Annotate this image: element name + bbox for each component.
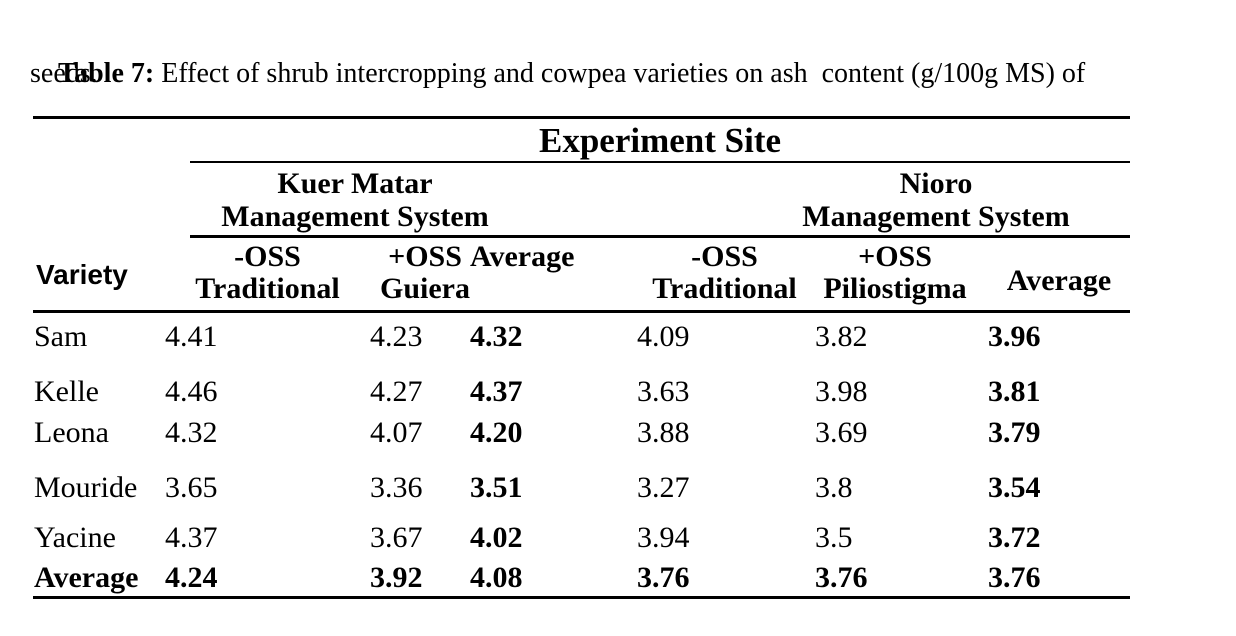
table-cell: 4.32: [165, 416, 218, 449]
table-cell: 4.46: [165, 375, 218, 408]
table-cell: 4.27: [370, 375, 423, 408]
table-cell-average: 3.72: [988, 521, 1041, 554]
col-header-site2-minus-oss-line1: -OSS: [691, 240, 758, 273]
table-cell-average: 4.08: [470, 561, 523, 594]
table-cell: 3.63: [637, 375, 690, 408]
table-bottom-rule: [33, 596, 1130, 599]
site2-name: Nioro: [899, 167, 973, 200]
table-cell: 3.8: [815, 471, 853, 504]
site-group-nioro: Nioro Management System: [756, 167, 1116, 233]
table-cell: 3.36: [370, 471, 423, 504]
col-header-site1-plus-oss-line2: Guiera: [380, 272, 470, 305]
table-cell-average: 4.32: [470, 320, 523, 353]
site-group-kuer-matar: Kuer Matar Management System: [190, 167, 520, 233]
rule-under-experiment-site: [190, 161, 1130, 163]
table-cell-average: 3.51: [470, 471, 523, 504]
table-cell-average: 3.92: [370, 561, 423, 594]
table-cell: 4.37: [165, 521, 218, 554]
table-cell-average: 3.76: [988, 561, 1041, 594]
table-cell-average: 4.20: [470, 416, 523, 449]
col-header-site2-plus-oss: +OSS Piliostigma: [810, 241, 980, 305]
row-label-average: Average: [34, 561, 139, 594]
table-top-rule: [33, 116, 1130, 119]
col-header-variety: Variety: [36, 259, 128, 290]
table-cell-average: 3.76: [815, 561, 868, 594]
row-label-yacine: Yacine: [34, 521, 116, 554]
table-cell: 4.09: [637, 320, 690, 353]
table-cell: 3.94: [637, 521, 690, 554]
table-cell-average: 3.76: [637, 561, 690, 594]
table-cell-average: 4.37: [470, 375, 523, 408]
rule-under-column-headers: [33, 310, 1130, 313]
site2-system: Management System: [802, 200, 1070, 233]
row-label-kelle: Kelle: [34, 375, 99, 408]
col-header-site1-average: Average: [470, 240, 575, 273]
col-header-site2-average: Average: [1006, 264, 1112, 297]
site1-system: Management System: [221, 200, 489, 233]
table-cell-average: 4.24: [165, 561, 218, 594]
table-cell: 3.27: [637, 471, 690, 504]
table-cell: 3.98: [815, 375, 868, 408]
table-cell-average: 3.81: [988, 375, 1041, 408]
rule-under-site-groups: [190, 235, 1130, 238]
col-header-site2-minus-oss: -OSS Traditional: [637, 241, 812, 305]
col-header-site2-plus-oss-line2: Piliostigma: [823, 272, 967, 305]
table-cell-average: 3.79: [988, 416, 1041, 449]
table-cell: 3.67: [370, 521, 423, 554]
table-caption: Table 7: Effect of shrub intercropping a…: [30, 6, 1085, 141]
col-header-site1-minus-oss: -OSS Traditional: [165, 241, 370, 305]
table-cell: 3.82: [815, 320, 868, 353]
row-label-mouride: Mouride: [34, 471, 138, 504]
table-caption-line2: seeds.: [30, 58, 98, 89]
col-header-site1-minus-oss-line1: -OSS: [234, 240, 301, 273]
table-cell-average: 3.54: [988, 471, 1041, 504]
col-header-site1-minus-oss-line2: Traditional: [195, 272, 340, 305]
table-cell-average: 4.02: [470, 521, 523, 554]
table-cell: 3.88: [637, 416, 690, 449]
table-cell-average: 3.96: [988, 320, 1041, 353]
row-label-leona: Leona: [34, 416, 109, 449]
table-cell: 4.23: [370, 320, 423, 353]
col-header-site1-plus-oss: +OSS Guiera: [370, 241, 480, 305]
table-cell: 4.41: [165, 320, 218, 353]
experiment-site-title: Experiment Site: [538, 121, 782, 160]
site1-name: Kuer Matar: [277, 167, 433, 200]
col-header-site2-minus-oss-line2: Traditional: [652, 272, 797, 305]
table-caption-label: Table 7:: [58, 58, 155, 89]
table-cell: 4.07: [370, 416, 423, 449]
col-header-site1-plus-oss-line1: +OSS: [388, 240, 462, 273]
row-label-sam: Sam: [34, 320, 88, 353]
table-cell: 3.65: [165, 471, 218, 504]
table-cell: 3.5: [815, 521, 853, 554]
table-cell: 3.69: [815, 416, 868, 449]
table-caption-text: Effect of shrub intercropping and cowpea…: [154, 58, 1086, 89]
col-header-site2-plus-oss-line1: +OSS: [858, 240, 932, 273]
